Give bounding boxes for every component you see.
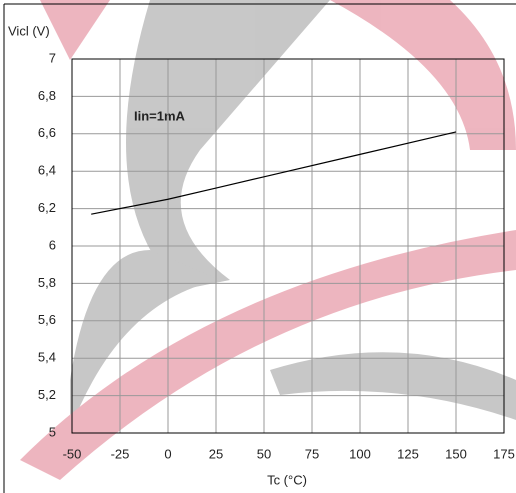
y-tick-label: 6,4 xyxy=(38,163,56,178)
y-tick-label: 5 xyxy=(49,424,56,439)
x-tick-label: 75 xyxy=(305,446,319,461)
annotation: Iin=1mA xyxy=(134,108,186,123)
x-tick-label: 100 xyxy=(349,446,371,461)
series-line xyxy=(91,131,457,215)
x-tick-label: 50 xyxy=(257,446,271,461)
x-tick-label: 175 xyxy=(493,446,515,461)
x-tick-label: 125 xyxy=(397,446,419,461)
watermark xyxy=(20,0,516,480)
y-tick-label: 5,8 xyxy=(38,275,56,290)
y-tick-label: 5,2 xyxy=(38,387,56,402)
plot-border xyxy=(71,58,505,434)
y-tick-label: 6,6 xyxy=(38,125,56,140)
y-tick-label: 7 xyxy=(49,50,56,65)
y-tick-label: 6,2 xyxy=(38,200,56,215)
x-axis-title: Tc (°C) xyxy=(267,472,307,487)
y-tick-label: 6,8 xyxy=(38,88,56,103)
y-axis-title: Vicl (V) xyxy=(8,23,50,38)
y-tick-label: 6 xyxy=(49,237,56,252)
x-tick-label: -50 xyxy=(63,446,82,461)
x-tick-label: 150 xyxy=(445,446,467,461)
y-tick-label: 5,6 xyxy=(38,312,56,327)
x-tick-label: -25 xyxy=(111,446,130,461)
x-tick-label: 0 xyxy=(164,446,171,461)
x-tick-label: 25 xyxy=(209,446,223,461)
y-tick-label: 5,4 xyxy=(38,350,56,365)
